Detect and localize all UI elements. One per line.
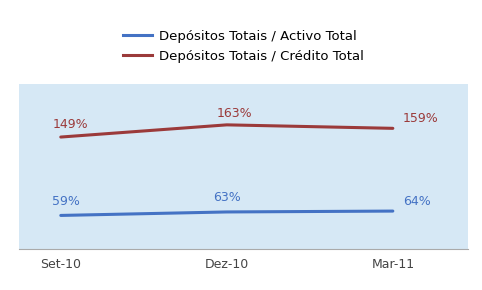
Text: 163%: 163% <box>217 107 253 120</box>
Text: 149%: 149% <box>53 118 88 131</box>
Text: 63%: 63% <box>214 191 241 204</box>
Text: 64%: 64% <box>403 195 430 208</box>
Text: 159%: 159% <box>403 112 439 125</box>
Text: 59%: 59% <box>53 195 80 208</box>
Legend: Depósitos Totais / Activo Total, Depósitos Totais / Crédito Total: Depósitos Totais / Activo Total, Depósit… <box>123 30 363 63</box>
